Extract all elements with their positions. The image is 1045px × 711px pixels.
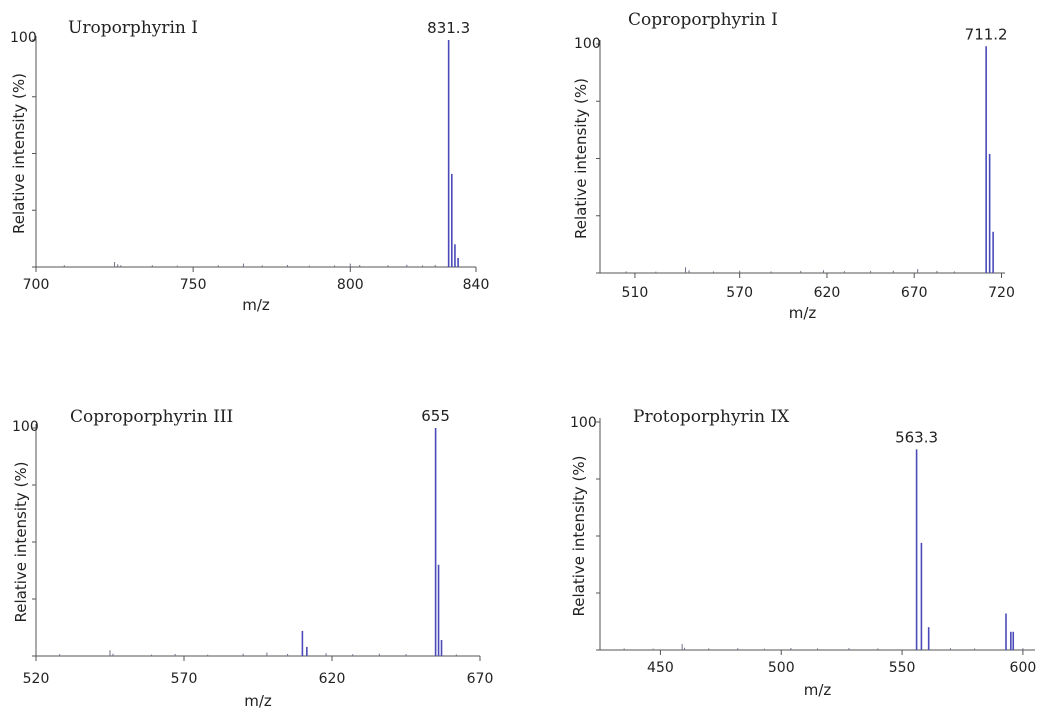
spectrum-panel: 700 750 800 840 100 Relative intensity (%) m/z… bbox=[10, 18, 489, 314]
y-axis-title: Relative intensity (%) bbox=[572, 78, 590, 239]
spectrum-panel: 510 570 620 670 720 100 Relative intensity (%)… bbox=[572, 10, 1015, 322]
x-tick-label: 570 bbox=[171, 671, 198, 687]
x-tick-label: 620 bbox=[814, 285, 841, 301]
x-tick-label: 570 bbox=[726, 285, 753, 301]
x-axis-title: m/z bbox=[789, 304, 817, 322]
x-tick-label: 750 bbox=[180, 277, 207, 293]
x-tick-label: 670 bbox=[901, 285, 928, 301]
x-tick-label: 800 bbox=[337, 277, 364, 293]
y-tick-label: 100 bbox=[570, 415, 597, 431]
x-tick-label: 450 bbox=[647, 660, 674, 676]
x-tick-label: 670 bbox=[467, 671, 494, 687]
x-tick-label: 600 bbox=[1010, 660, 1037, 676]
y-tick-label: 100 bbox=[574, 36, 601, 52]
peak-label: 711.2 bbox=[965, 25, 1008, 43]
peak-label: 655 bbox=[421, 407, 450, 425]
y-tick-label: 100 bbox=[10, 30, 37, 46]
spectrum-panel: 450 500 550 600 100 Relative intensity (%) m/z… bbox=[570, 407, 1036, 699]
y-axis-title: Relative intensity (%) bbox=[570, 455, 588, 616]
spectrum-panel: 520 570 620 670 100 Relative intensity (%) m/z… bbox=[12, 407, 493, 710]
peak-label: 563.3 bbox=[895, 428, 938, 446]
x-axis-title: m/z bbox=[242, 296, 270, 314]
x-tick-label: 620 bbox=[319, 671, 346, 687]
x-tick-label: 840 bbox=[463, 277, 490, 293]
y-tick-label: 100 bbox=[12, 419, 39, 435]
peak-label: 831.3 bbox=[427, 19, 470, 37]
x-tick-label: 510 bbox=[622, 285, 649, 301]
chart-title: Coproporphyrin I bbox=[628, 10, 778, 30]
x-tick-label: 700 bbox=[23, 277, 50, 293]
x-tick-label: 550 bbox=[889, 660, 916, 676]
x-tick-label: 520 bbox=[23, 671, 50, 687]
chart-title: Protoporphyrin IX bbox=[633, 407, 790, 427]
chart-title: Coproporphyrin III bbox=[70, 407, 233, 427]
chart-title: Uroporphyrin I bbox=[68, 18, 198, 38]
x-axis-title: m/z bbox=[804, 681, 832, 699]
x-tick-label: 500 bbox=[768, 660, 795, 676]
y-axis-title: Relative intensity (%) bbox=[12, 461, 30, 622]
x-tick-label: 720 bbox=[988, 285, 1015, 301]
x-axis-title: m/z bbox=[244, 692, 272, 710]
y-axis-title: Relative intensity (%) bbox=[10, 73, 28, 234]
